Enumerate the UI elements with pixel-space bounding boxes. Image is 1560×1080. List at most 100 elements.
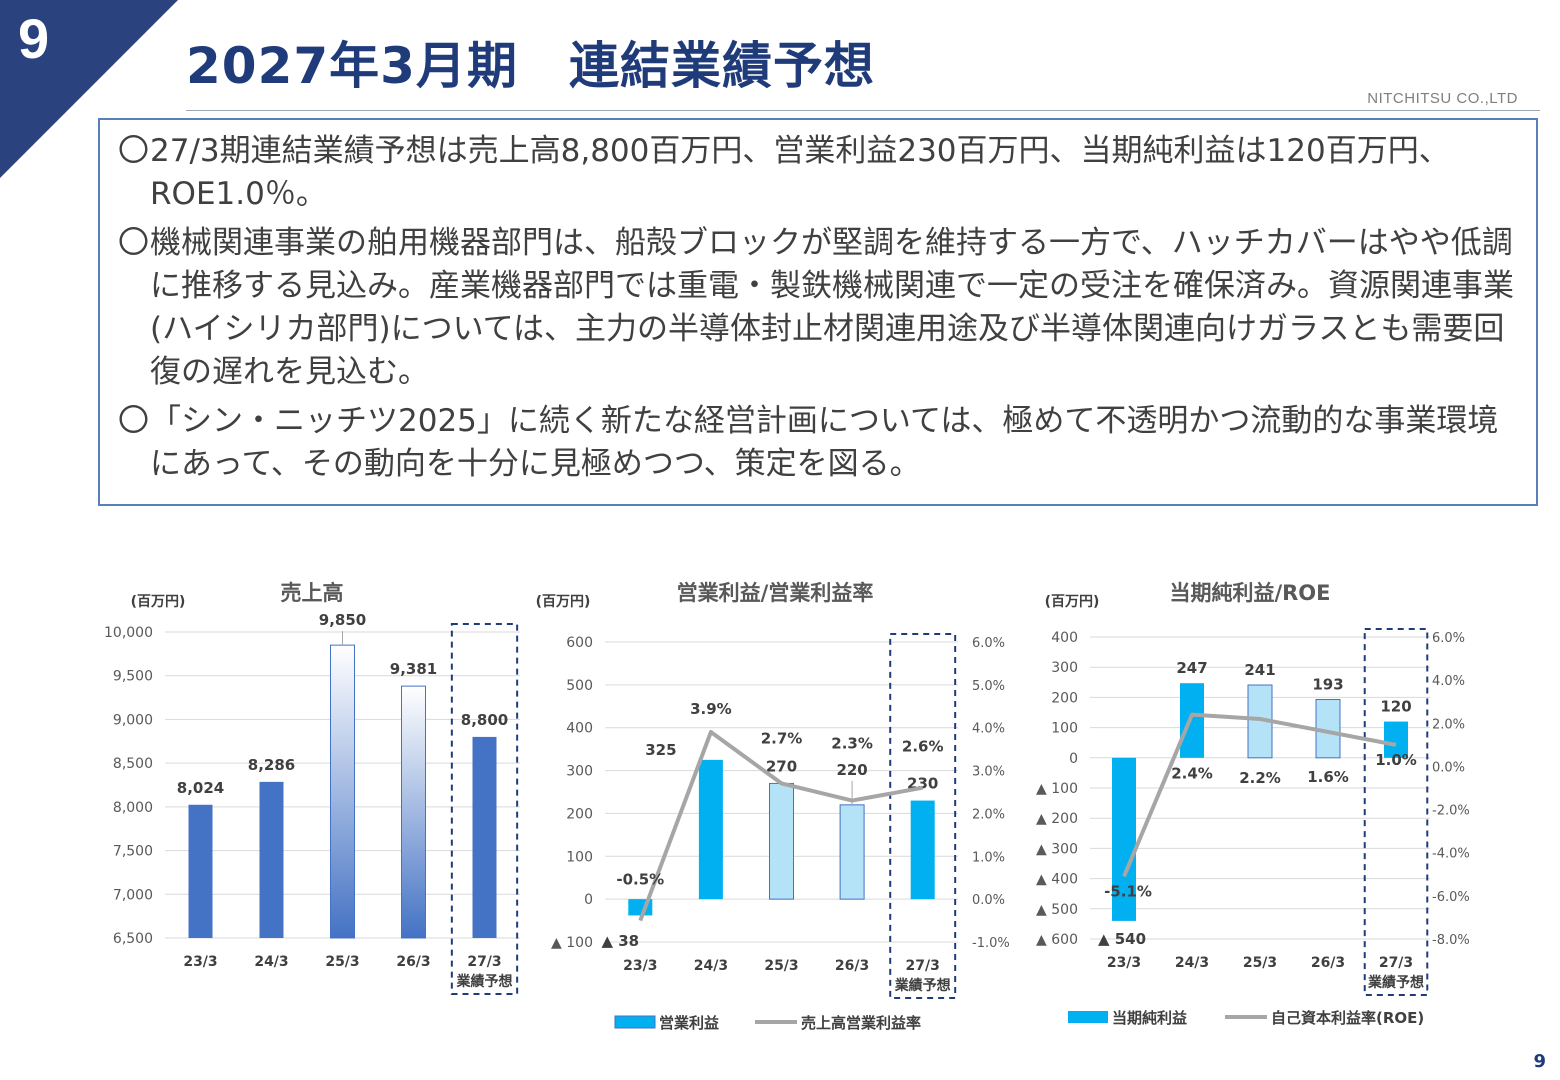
x-tick-label: 25/3 bbox=[764, 958, 798, 974]
bullet-mark: 〇 bbox=[118, 403, 149, 439]
forecast-highlight-box bbox=[1363, 628, 1429, 996]
y2-tick-label: -2.0% bbox=[1432, 804, 1470, 819]
y-tick-label: ▲ 100 bbox=[551, 935, 593, 951]
bar-value-label: 9,381 bbox=[390, 660, 437, 678]
y2-tick-label: 5.0% bbox=[972, 679, 1005, 694]
y-tick-label: 500 bbox=[566, 678, 593, 694]
legend-swatch-bar bbox=[614, 1015, 656, 1029]
y2-tick-label: 2.0% bbox=[1432, 717, 1465, 732]
line-value-label: 2.7% bbox=[761, 729, 803, 747]
bar bbox=[769, 782, 794, 900]
line-value-label: 1.6% bbox=[1307, 768, 1349, 786]
y-tick-label: 0 bbox=[1069, 751, 1078, 767]
bar bbox=[188, 804, 213, 938]
y-tick-label: 7,500 bbox=[113, 844, 153, 860]
chart-title: 当期純利益/ROE bbox=[1169, 581, 1330, 605]
x-tick-label: 25/3 bbox=[325, 954, 359, 970]
title-divider bbox=[186, 110, 1540, 111]
chart-title: 営業利益/営業利益率 bbox=[677, 581, 874, 605]
bar-value-label: ▲ 540 bbox=[1098, 930, 1146, 948]
y-tick-label: 400 bbox=[1051, 630, 1078, 646]
line-value-label: 2.2% bbox=[1239, 769, 1281, 787]
y2-tick-label: 6.0% bbox=[972, 636, 1005, 651]
y-tick-label: ▲ 100 bbox=[1036, 781, 1078, 797]
x-tick-label: 27/3 bbox=[1379, 955, 1413, 971]
bar-value-label: 8,024 bbox=[177, 779, 224, 797]
y2-tick-label: 0.0% bbox=[1432, 760, 1465, 775]
x-tick-label: 24/3 bbox=[254, 954, 288, 970]
y2-tick-label: 6.0% bbox=[1432, 631, 1465, 646]
legend-swatch-bar bbox=[1068, 1011, 1108, 1023]
y-tick-label: 0 bbox=[584, 892, 593, 908]
summary-box: 〇27/3期連結業績予想は売上高8,800百万円、営業利益230百万円、当期純利… bbox=[98, 118, 1538, 506]
bar bbox=[1384, 721, 1408, 758]
summary-bullet-2: 〇機械関連事業の舶用機器部門は、船殻ブロックが堅調を維持する一方で、ハッチカバー… bbox=[118, 222, 1520, 394]
chart-1: 売上高 (百万円) 6,500 7,000 7,500 8,000 8,500 9,000 9,… bbox=[104, 581, 520, 995]
bullet-text: 「シン・ニッチツ2025」に続く新たな経営計画については、極めて不透明かつ流動的… bbox=[150, 403, 1499, 482]
bar-value-label: 325 bbox=[645, 741, 676, 759]
x-tick-label: 23/3 bbox=[183, 954, 217, 970]
chart-2: 営業利益/営業利益率 (百万円) ▲ 100 0 100 200 300 400 500 600 -… bbox=[536, 581, 1010, 1032]
x-tick-label: 26/3 bbox=[1311, 955, 1345, 971]
bullet-mark: 〇 bbox=[118, 133, 149, 169]
bar-value-label: 8,800 bbox=[461, 711, 508, 729]
chart-unit-label: (百万円) bbox=[131, 594, 186, 610]
y-tick-label: 200 bbox=[566, 806, 593, 822]
y-tick-label: ▲ 200 bbox=[1036, 811, 1078, 827]
legend-label-line: 自己資本利益率(ROE) bbox=[1271, 1009, 1424, 1027]
chart-title: 売上高 bbox=[281, 581, 344, 605]
x-tick-label: 23/3 bbox=[623, 958, 657, 974]
y-tick-label: 100 bbox=[566, 849, 593, 865]
forecast-label: 業績予想 bbox=[1367, 974, 1424, 991]
bullet-text: 機械関連事業の舶用機器部門は、船殻ブロックが堅調を維持する一方で、ハッチカバーは… bbox=[150, 225, 1514, 390]
x-tick-label: 26/3 bbox=[396, 954, 430, 970]
line-series bbox=[638, 730, 924, 922]
bar bbox=[698, 759, 723, 900]
x-tick-label: 27/3 bbox=[467, 954, 501, 970]
y-tick-label: 600 bbox=[566, 635, 593, 651]
line-value-label: -5.1% bbox=[1104, 882, 1152, 900]
y2-tick-label: 4.0% bbox=[972, 722, 1005, 737]
bar-value-label: ▲ 38 bbox=[601, 932, 639, 950]
bar-value-label: 120 bbox=[1380, 698, 1411, 716]
y-tick-label: 8,500 bbox=[113, 756, 153, 772]
forecast-highlight-box bbox=[889, 633, 957, 999]
y-tick-label: ▲ 600 bbox=[1036, 932, 1078, 948]
bar bbox=[401, 685, 426, 939]
y-tick-label: ▲ 500 bbox=[1036, 902, 1078, 918]
y2-tick-label: -4.0% bbox=[1432, 847, 1470, 862]
bar bbox=[1180, 683, 1204, 758]
bar bbox=[472, 736, 497, 938]
line-value-label: 3.9% bbox=[690, 700, 732, 718]
y2-tick-label: -6.0% bbox=[1432, 890, 1470, 905]
x-tick-label: 27/3 bbox=[906, 958, 940, 974]
bar bbox=[839, 804, 865, 900]
y2-tick-label: 2.0% bbox=[972, 807, 1005, 822]
y2-tick-label: 1.0% bbox=[972, 850, 1005, 865]
chart-unit-label: (百万円) bbox=[536, 594, 591, 610]
company-name: NITCHITSU CO.,LTD bbox=[1367, 90, 1518, 107]
y2-tick-label: 4.0% bbox=[1432, 674, 1465, 689]
bullet-mark: 〇 bbox=[118, 225, 149, 261]
y-tick-label: ▲ 400 bbox=[1036, 872, 1078, 888]
chart-unit-label: (百万円) bbox=[1045, 594, 1100, 610]
forecast-label: 業績予想 bbox=[894, 977, 951, 994]
y2-tick-label: -1.0% bbox=[972, 936, 1010, 951]
y-tick-label: 9,000 bbox=[113, 712, 153, 728]
bar bbox=[910, 800, 935, 900]
line-value-label: -0.5% bbox=[616, 871, 664, 889]
y-tick-label: 8,000 bbox=[113, 800, 153, 816]
bar-value-label: 8,286 bbox=[248, 756, 295, 774]
line-value-label: 2.6% bbox=[902, 738, 944, 756]
chart-3: 当期純利益/ROE (百万円) ▲ 600 ▲ 500 ▲ 400 ▲ 300 ▲ 200 ▲… bbox=[1036, 581, 1470, 1027]
forecast-label: 業績予想 bbox=[456, 973, 513, 990]
y2-tick-label: -8.0% bbox=[1432, 933, 1470, 948]
bar-value-label: 9,850 bbox=[319, 611, 366, 629]
bar-value-label: 241 bbox=[1244, 661, 1275, 679]
page-number: 9 bbox=[1533, 1051, 1546, 1072]
bar-value-label: 193 bbox=[1312, 676, 1343, 694]
x-tick-label: 26/3 bbox=[835, 958, 869, 974]
legend-label-line: 売上高営業利益率 bbox=[801, 1014, 921, 1032]
y-tick-label: 400 bbox=[566, 721, 593, 737]
slide-number-badge: 9 bbox=[18, 7, 50, 70]
